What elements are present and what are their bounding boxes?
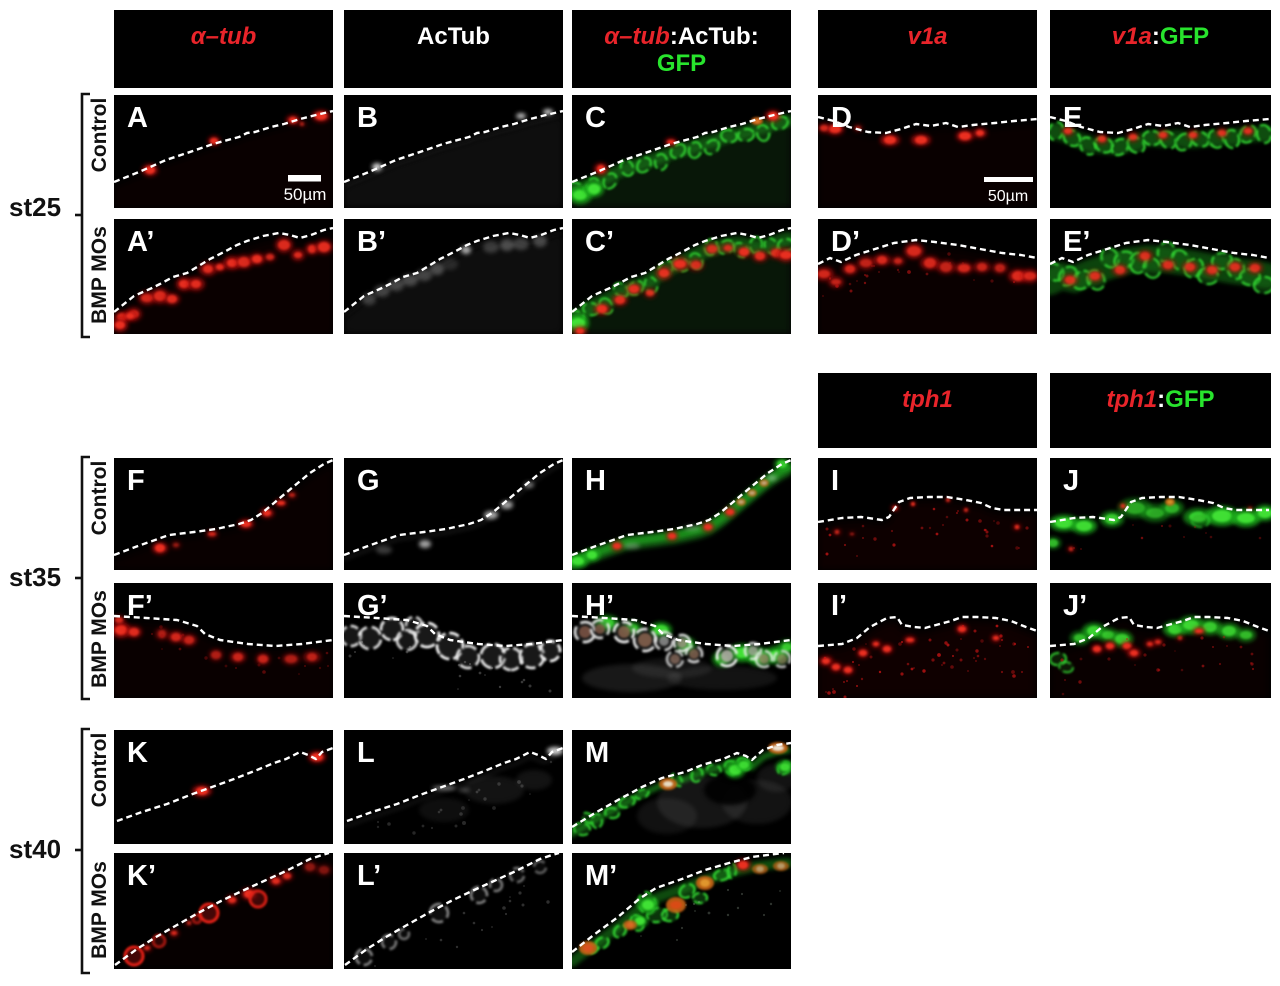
svg-text:I’: I’ <box>831 590 847 622</box>
svg-text:50µm: 50µm <box>988 188 1028 205</box>
svg-text:M’: M’ <box>585 860 617 892</box>
svg-text:M: M <box>585 737 609 769</box>
svg-text:I: I <box>831 465 839 497</box>
svg-text:C: C <box>585 102 606 134</box>
svg-text:L: L <box>357 737 375 769</box>
svg-text:F’: F’ <box>127 590 153 622</box>
svg-text:C’: C’ <box>585 226 614 258</box>
svg-text:B’: B’ <box>357 226 386 258</box>
svg-text:K: K <box>127 737 148 769</box>
svg-text:H’: H’ <box>585 590 614 622</box>
svg-text:F: F <box>127 465 145 497</box>
svg-text:H: H <box>585 465 606 497</box>
svg-text:G’: G’ <box>357 590 388 622</box>
svg-text:B: B <box>357 102 378 134</box>
svg-text:D: D <box>831 102 852 134</box>
svg-text:E: E <box>1063 102 1082 134</box>
svg-text:A: A <box>127 102 148 134</box>
svg-text:G: G <box>357 465 380 497</box>
svg-text:50µm: 50µm <box>284 185 327 204</box>
svg-text:K’: K’ <box>127 860 156 892</box>
svg-text:A’: A’ <box>127 226 154 258</box>
svg-text:J’: J’ <box>1063 590 1087 622</box>
svg-text:E’: E’ <box>1063 226 1090 258</box>
svg-text:L’: L’ <box>357 860 381 892</box>
svg-text:J: J <box>1063 465 1079 497</box>
svg-text:D’: D’ <box>831 226 860 258</box>
